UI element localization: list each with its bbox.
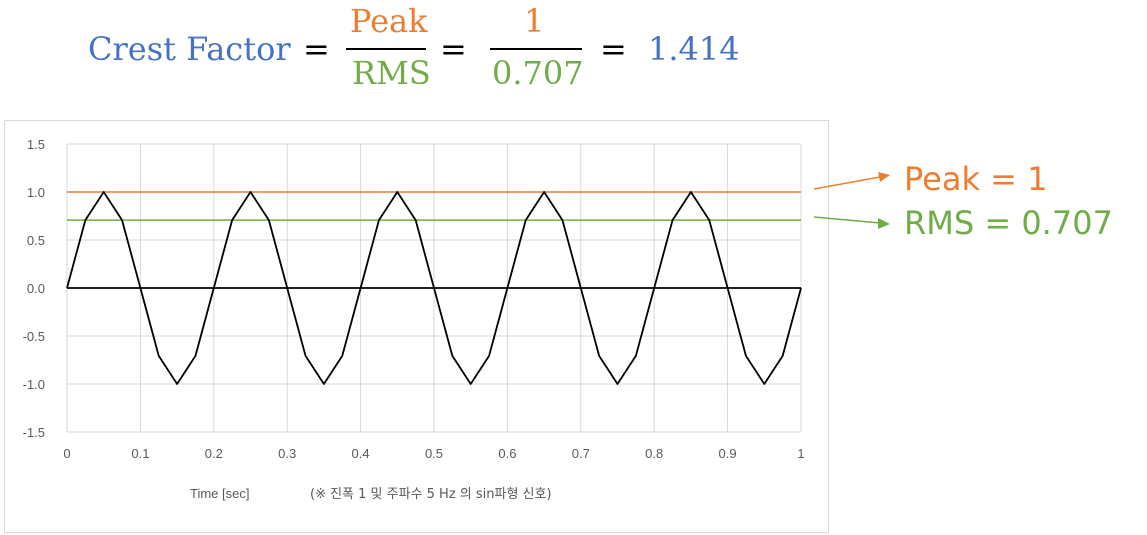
formula-denominator: RMS	[352, 54, 431, 92]
y-tick-label: -1.0	[23, 377, 45, 392]
x-axis-note: (※ 진폭 1 및 주파수 5 Hz 의 sin파형 신호)	[310, 487, 552, 502]
y-tick-label: 0.5	[27, 233, 45, 248]
x-tick-label: 0.8	[645, 446, 663, 461]
rms-annotation: RMS = 0.707	[904, 204, 1113, 242]
formula-result: 1.414	[648, 30, 740, 68]
formula-fraction-bar-2	[490, 48, 582, 50]
formula-num-value: 1	[524, 2, 545, 40]
x-tick-label: 0.2	[205, 446, 223, 461]
sine-wave-series	[66, 191, 802, 385]
rms-arrow-head	[878, 218, 890, 229]
x-tick-label: 0.3	[278, 446, 296, 461]
sine-chart: 0 0.1 0.2 0.3 0.4 0.5 0.6 0.7 0.8 0.9 1 1.5 1.0 0.5 0.…	[23, 137, 805, 502]
formula-lhs: Crest Factor	[88, 30, 291, 68]
x-tick-label: 1	[797, 446, 804, 461]
peak-arrow-line	[813, 176, 881, 190]
formula-equals-2: =	[440, 30, 467, 68]
x-tick-label: 0.7	[572, 446, 590, 461]
chart-area: 0 0.1 0.2 0.3 0.4 0.5 0.6 0.7 0.8 0.9 1 1.5 1.0 0.5 0.…	[4, 120, 829, 533]
y-tick-label: 0.0	[27, 281, 45, 296]
x-tick-label: 0.4	[352, 446, 370, 461]
x-tick-label: 0.5	[425, 446, 443, 461]
x-tick-label: 0.9	[719, 446, 737, 461]
y-tick-label: 1.5	[27, 137, 45, 152]
peak-arrow-head	[878, 172, 890, 182]
x-tick-label: 0	[63, 446, 70, 461]
formula-den-value: 0.707	[492, 54, 584, 92]
x-tick-label: 0.6	[498, 446, 516, 461]
crest-factor-formula: Crest Factor = Peak RMS = 1 0.707 = 1.41…	[88, 0, 748, 100]
y-tick-label: 1.0	[27, 185, 45, 200]
formula-fraction-bar-1	[346, 48, 426, 50]
x-axis-title: Time [sec]	[190, 486, 249, 501]
formula-equals-3: =	[600, 30, 627, 68]
x-tick-label: 0.1	[131, 446, 149, 461]
peak-annotation: Peak = 1	[904, 160, 1048, 198]
y-tick-label: -0.5	[23, 329, 45, 344]
formula-numerator: Peak	[350, 2, 428, 40]
rms-arrow-line	[813, 216, 881, 224]
formula-equals-1: =	[303, 30, 330, 68]
y-tick-label: -1.5	[23, 425, 45, 440]
